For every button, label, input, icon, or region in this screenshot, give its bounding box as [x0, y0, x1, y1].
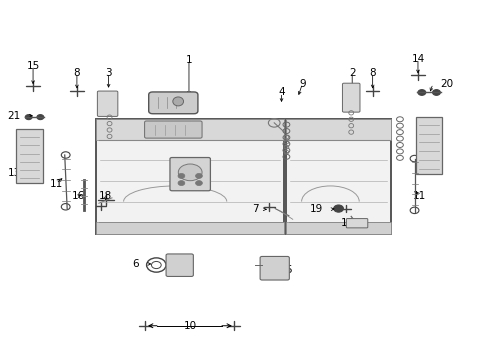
FancyBboxPatch shape [343, 83, 360, 112]
FancyBboxPatch shape [166, 254, 194, 276]
Ellipse shape [173, 97, 184, 106]
Circle shape [25, 114, 32, 120]
Bar [97, 119, 284, 234]
Circle shape [418, 90, 426, 95]
Bar [287, 222, 391, 234]
Bar [97, 222, 284, 234]
FancyBboxPatch shape [145, 121, 202, 138]
Text: 9: 9 [299, 78, 306, 89]
Bar [287, 119, 391, 140]
Text: 11: 11 [413, 191, 426, 201]
Circle shape [37, 114, 44, 120]
Circle shape [178, 181, 185, 185]
Text: 18: 18 [98, 191, 112, 201]
Text: 8: 8 [369, 68, 376, 78]
Text: 10: 10 [183, 321, 196, 331]
FancyBboxPatch shape [170, 158, 210, 191]
Text: 20: 20 [440, 78, 453, 89]
Text: 12: 12 [431, 118, 444, 128]
Circle shape [196, 181, 202, 185]
Text: 7: 7 [252, 204, 259, 214]
Text: 21: 21 [8, 111, 21, 121]
FancyBboxPatch shape [98, 91, 118, 116]
Text: 4: 4 [278, 87, 285, 98]
Circle shape [196, 174, 202, 179]
Text: 15: 15 [26, 61, 40, 71]
Circle shape [334, 205, 343, 212]
FancyBboxPatch shape [260, 256, 289, 280]
Circle shape [433, 90, 441, 95]
Text: 14: 14 [411, 54, 425, 64]
Bar [287, 119, 391, 234]
Text: 5: 5 [285, 265, 292, 275]
Text: 3: 3 [105, 68, 112, 78]
Text: 16: 16 [72, 191, 85, 201]
Text: 19: 19 [310, 204, 323, 214]
Ellipse shape [178, 164, 202, 181]
Circle shape [178, 174, 185, 179]
Text: 11: 11 [49, 179, 63, 189]
Text: 8: 8 [74, 68, 80, 78]
FancyBboxPatch shape [17, 129, 43, 183]
Text: 17: 17 [341, 218, 354, 228]
FancyBboxPatch shape [416, 117, 442, 174]
FancyBboxPatch shape [346, 219, 368, 228]
Text: 6: 6 [133, 259, 139, 269]
Text: 13: 13 [8, 168, 21, 178]
Text: 1: 1 [186, 55, 192, 65]
Bar [97, 119, 284, 140]
FancyBboxPatch shape [148, 92, 198, 114]
Text: 2: 2 [349, 68, 356, 78]
